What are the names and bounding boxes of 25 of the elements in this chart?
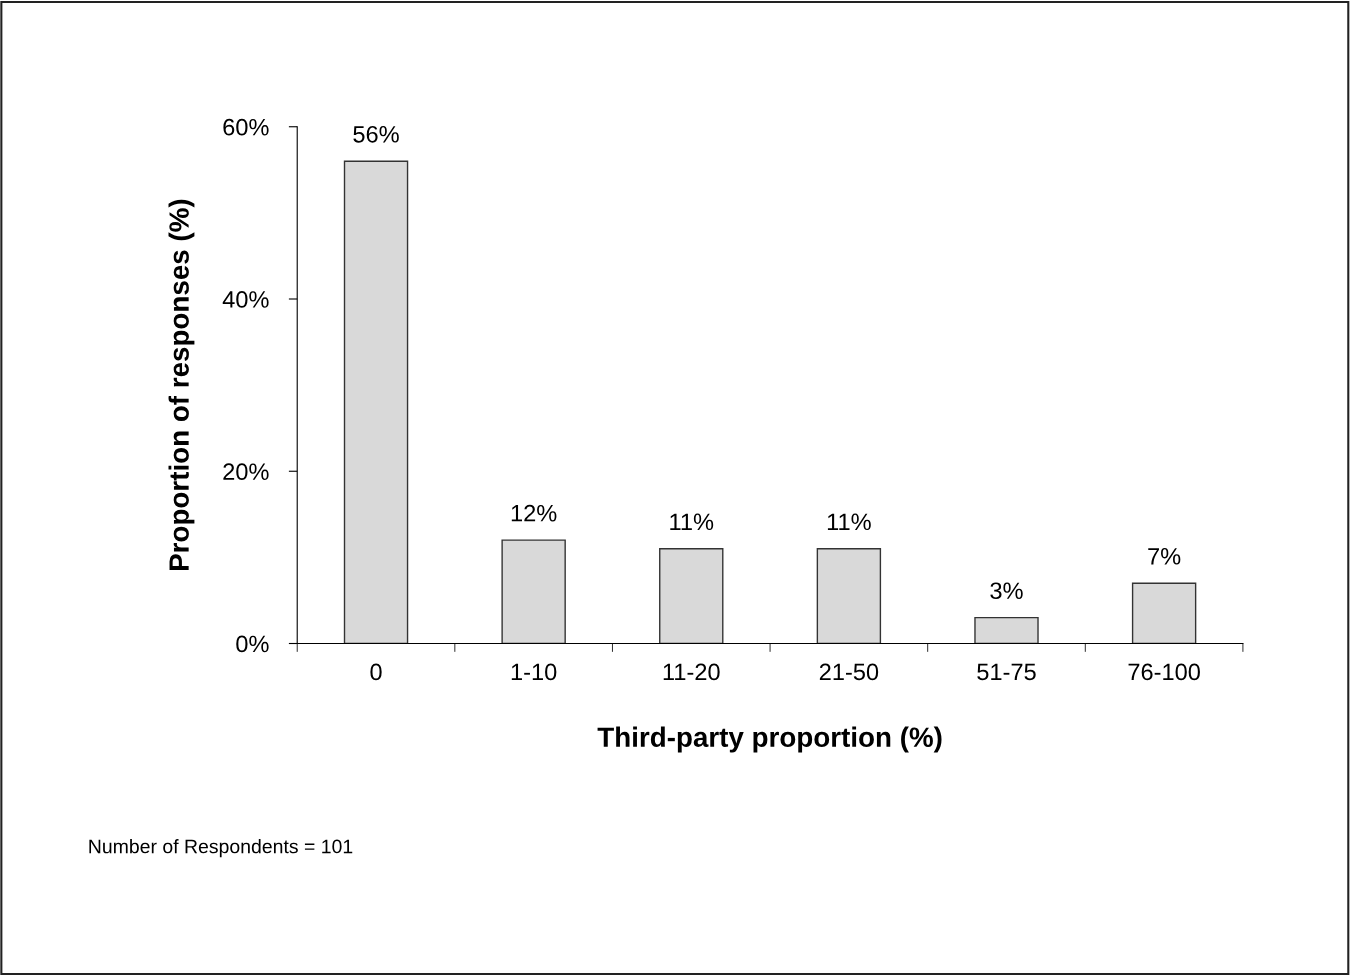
text: Number of Respondents = 101: [89, 839, 353, 858]
x-tick-label: 76-100: [1128, 663, 1200, 681]
data-label: 3%: [990, 582, 1023, 600]
data-label: 11%: [670, 513, 714, 531]
x-tick-label: 1-10: [511, 663, 557, 681]
x-axis-title: Third-party proportion (%): [597, 726, 942, 753]
bar: [974, 616, 1039, 644]
bar: [1131, 582, 1197, 644]
data-label: 56%: [353, 125, 399, 143]
bar: [501, 539, 566, 644]
bar: [659, 548, 724, 644]
data-label: 12%: [511, 504, 557, 522]
y-tick-label: 60%: [223, 118, 269, 136]
bar: [816, 548, 882, 644]
y-tick-label: 40%: [222, 291, 269, 308]
x-tick-label: 0: [370, 663, 382, 681]
x-tick-label: 21-50: [819, 663, 879, 681]
y-tick-label: 0%: [236, 635, 269, 653]
x-tick-label: 51-75: [977, 663, 1036, 681]
y-axis-title: Proportion of responses (%): [168, 199, 195, 570]
data-label: 11%: [827, 513, 871, 531]
bar: [343, 160, 409, 644]
x-tick-label: 11-20: [663, 663, 720, 681]
data-label: 7%: [1148, 548, 1181, 565]
y-tick-label: 20%: [223, 463, 269, 481]
